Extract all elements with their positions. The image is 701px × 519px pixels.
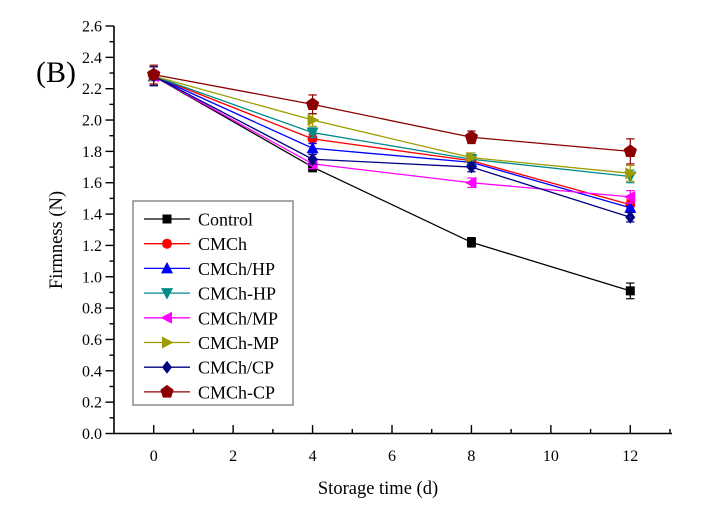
data-point-marker	[625, 210, 636, 224]
legend-marker	[161, 261, 173, 274]
x-tick-label: 6	[388, 448, 396, 465]
series-cmch-mp	[148, 66, 637, 182]
data-point-marker	[466, 151, 478, 164]
x-tick-label: 10	[543, 448, 559, 465]
data-point-marker	[623, 190, 636, 203]
x-axis-title: Storage time (d)	[318, 479, 438, 499]
legend-label: CMCh-HP	[198, 284, 276, 304]
legend-label: CMCh/MP	[198, 308, 278, 328]
y-tick-label: 2.4	[82, 50, 102, 67]
data-point-marker	[147, 67, 161, 81]
x-tick-label: 2	[229, 448, 237, 465]
legend-label: CMCh/CP	[198, 358, 274, 378]
y-tick-label: 2.2	[82, 81, 102, 98]
legend-marker	[160, 384, 174, 398]
series-cmch-hp	[147, 66, 637, 184]
legend-marker	[162, 360, 172, 374]
y-tick-label: 1.8	[82, 144, 102, 161]
data-point-marker	[307, 114, 320, 127]
series-cmch-cp	[147, 64, 637, 165]
y-tick-label: 0.8	[82, 301, 102, 318]
data-point-marker	[466, 160, 477, 174]
y-tick-label: 0.2	[82, 395, 102, 412]
y-tick-label: 1.2	[82, 238, 102, 255]
y-tick-label: 2.0	[82, 113, 102, 130]
data-point-marker	[464, 130, 479, 143]
y-tick-label: 0.0	[82, 426, 102, 443]
series-line	[153, 75, 631, 218]
data-point-marker	[306, 127, 319, 140]
y-tick-label: 1.0	[82, 269, 102, 286]
axes: 0 2 4 6 8 10 12 0.0 0.2 0.4 0.6 0.8 1.0 1.2 1.4 1.6 1.8 2…	[82, 19, 672, 465]
legend-entry: CMCh-HP	[144, 284, 276, 304]
data-point-marker	[623, 144, 637, 158]
legend-marker	[162, 238, 172, 249]
data-point-marker	[305, 97, 320, 111]
legend-marker	[162, 214, 172, 224]
series-line	[153, 75, 631, 198]
data-point-marker	[624, 201, 637, 213]
legend-label: CMCh	[198, 234, 247, 254]
legend-marker	[160, 311, 172, 324]
legend-label: CMCh/HP	[198, 259, 275, 279]
data-point-marker	[464, 176, 477, 189]
legend-entry: CMCh-MP	[144, 333, 279, 353]
legend-entry: CMCh/CP	[144, 358, 274, 378]
series-line	[153, 75, 631, 292]
y-tick-label: 1.4	[82, 207, 102, 224]
legend-marker	[162, 336, 174, 349]
series-line	[153, 75, 631, 206]
x-tick-label: 0	[150, 448, 158, 465]
x-tick-label: 8	[467, 448, 475, 465]
legend-entry: Control	[144, 210, 253, 230]
legend-label: Control	[198, 210, 253, 230]
legend-entry: CMCh	[144, 234, 247, 254]
data-point-marker	[625, 286, 635, 296]
panel-label: (B)	[36, 56, 76, 89]
legend-label: CMCh-CP	[198, 382, 275, 402]
legend-label: CMCh-MP	[198, 333, 279, 353]
series-line	[153, 75, 631, 209]
x-tick-label: 12	[622, 448, 638, 465]
series-line	[153, 73, 631, 153]
legend-entry: CMCh/MP	[144, 308, 278, 328]
series-line	[153, 75, 631, 178]
legend: Control CMCh CMCh/HP CMCh-HP CMCh/MP CMCh-MP C…	[132, 200, 294, 406]
y-tick-label: 0.4	[82, 363, 102, 380]
legend-entry: CMCh-CP	[144, 382, 275, 402]
legend-marker	[161, 288, 173, 300]
data-point-marker	[466, 237, 476, 247]
data-point-marker	[625, 167, 637, 180]
legend-box	[132, 200, 294, 406]
data-point-marker	[306, 141, 319, 154]
y-tick-label: 0.6	[82, 332, 102, 349]
y-tick-label: 1.6	[82, 175, 102, 192]
legend-entry: CMCh/HP	[144, 259, 275, 279]
y-axis-title: Firmness (N)	[47, 191, 67, 289]
data-point-marker	[307, 152, 318, 166]
series-line	[153, 75, 631, 174]
series-cmch-cp	[148, 66, 636, 224]
x-tick-label: 4	[309, 448, 317, 465]
y-tick-label: 2.6	[82, 19, 102, 36]
